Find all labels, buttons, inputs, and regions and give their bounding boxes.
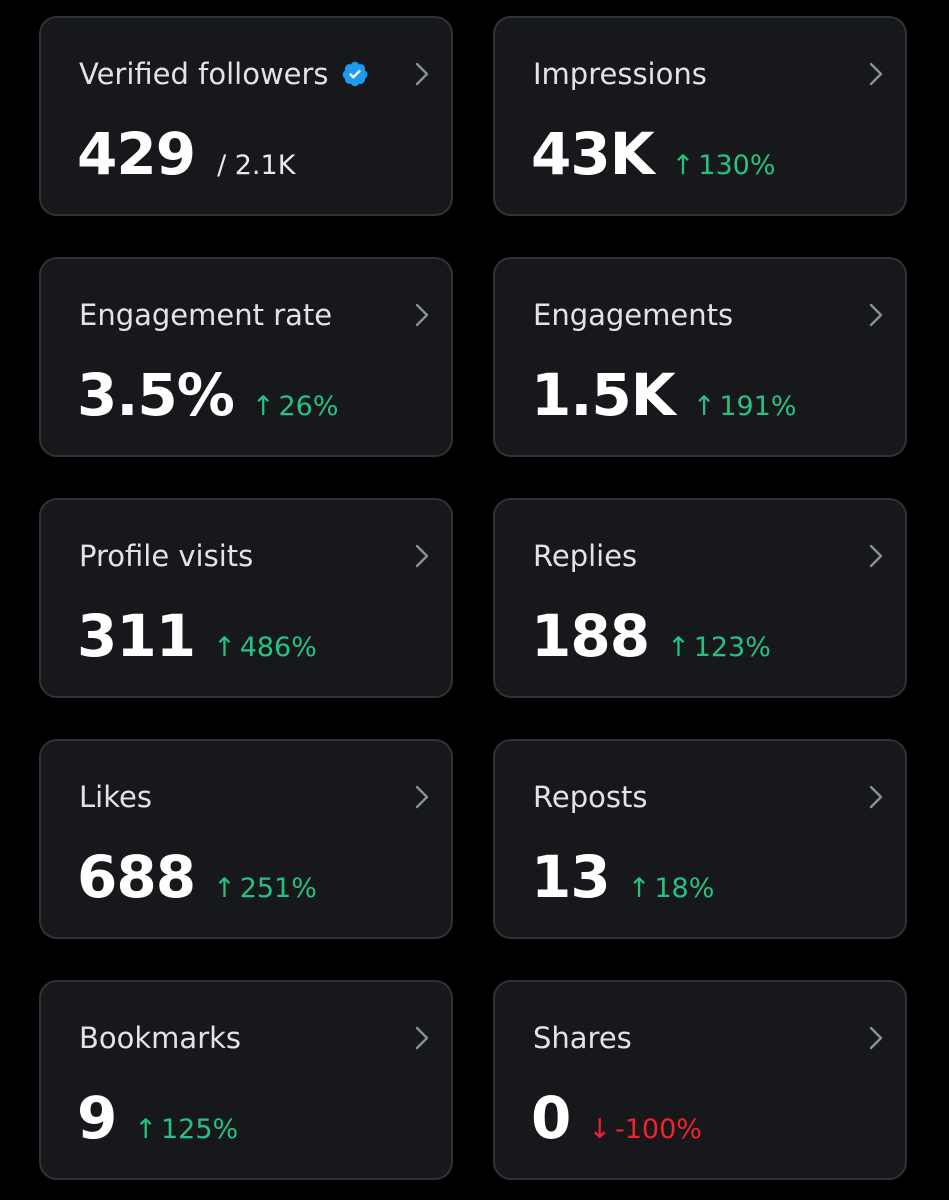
card-title: Verified followers — [79, 56, 369, 92]
card-value: 1.5K — [531, 361, 676, 429]
card-value-row: 1.5K ↑ 191% — [531, 363, 797, 427]
chevron-right-icon[interactable] — [411, 542, 433, 570]
change-indicator: ↑ 486% — [213, 632, 317, 663]
card-title: Engagement rate — [79, 297, 332, 333]
chevron-right-icon[interactable] — [865, 783, 887, 811]
card-label: Verified followers — [79, 57, 329, 91]
arrow-up-icon: ↑ — [213, 632, 236, 663]
change-indicator: ↑ 251% — [213, 873, 317, 904]
verified-badge-icon — [342, 61, 367, 87]
card-sub-value: / 2.1K — [217, 150, 296, 181]
chevron-right-icon[interactable] — [865, 301, 887, 329]
card-replies[interactable]: Replies 188 ↑ 123% — [493, 498, 907, 698]
card-label: Replies — [533, 539, 638, 573]
change-indicator: ↓ -100% — [588, 1114, 702, 1145]
card-title: Profile visits — [79, 538, 253, 574]
card-profile-visits[interactable]: Profile visits 311 ↑ 486% — [39, 498, 453, 698]
card-value: 311 — [77, 602, 196, 670]
card-verified-followers[interactable]: Verified followers 429 / 2.1K — [39, 16, 453, 216]
card-label: Bookmarks — [79, 1021, 242, 1055]
card-label: Engagements — [533, 298, 734, 332]
card-value-row: 0 ↓ -100% — [531, 1086, 702, 1150]
change-percent: 125% — [160, 1114, 239, 1145]
change-percent: -100% — [614, 1114, 702, 1145]
card-value: 13 — [531, 843, 611, 911]
card-reposts[interactable]: Reposts 13 ↑ 18% — [493, 739, 907, 939]
change-percent: 251% — [239, 873, 317, 904]
card-bookmarks[interactable]: Bookmarks 9 ↑ 125% — [39, 980, 453, 1180]
card-value-row: 13 ↑ 18% — [531, 845, 714, 909]
card-engagements[interactable]: Engagements 1.5K ↑ 191% — [493, 257, 907, 457]
card-value: 43K — [531, 120, 655, 188]
card-value-row: 3.5% ↑ 26% — [77, 363, 339, 427]
change-indicator: ↑ 18% — [628, 873, 715, 904]
card-value-row: 688 ↑ 251% — [77, 845, 317, 909]
card-label: Engagement rate — [79, 298, 333, 332]
card-title: Engagements — [533, 297, 733, 333]
card-label: Impressions — [533, 57, 707, 91]
card-value-row: 429 / 2.1K — [77, 122, 295, 186]
card-title: Shares — [533, 1020, 632, 1056]
change-percent: 26% — [278, 391, 339, 422]
change-percent: 123% — [693, 632, 771, 663]
change-indicator: ↑ 191% — [693, 391, 797, 422]
arrow-down-icon: ↓ — [588, 1114, 611, 1145]
change-percent: 18% — [654, 873, 715, 904]
chevron-right-icon[interactable] — [865, 542, 887, 570]
card-label: Likes — [79, 780, 152, 814]
card-value-row: 9 ↑ 125% — [77, 1086, 238, 1150]
card-title: Bookmarks — [79, 1020, 241, 1056]
change-indicator: ↑ 26% — [252, 391, 339, 422]
arrow-up-icon: ↑ — [251, 391, 275, 422]
card-value-row: 311 ↑ 486% — [77, 604, 317, 668]
card-label: Reposts — [533, 780, 648, 814]
card-impressions[interactable]: Impressions 43K ↑ 130% — [493, 16, 907, 216]
change-indicator: ↑ 123% — [667, 632, 771, 663]
card-value-row: 188 ↑ 123% — [531, 604, 771, 668]
arrow-up-icon: ↑ — [627, 873, 651, 904]
chevron-right-icon[interactable] — [411, 60, 433, 88]
card-title: Replies — [533, 538, 637, 574]
change-percent: 191% — [719, 391, 797, 422]
card-value: 9 — [77, 1084, 117, 1152]
card-value: 3.5% — [77, 361, 235, 429]
card-value: 188 — [531, 602, 650, 670]
chevron-right-icon[interactable] — [411, 301, 433, 329]
arrow-up-icon: ↑ — [692, 391, 716, 422]
card-value: 429 — [77, 120, 196, 188]
chevron-right-icon[interactable] — [865, 60, 887, 88]
card-title: Likes — [79, 779, 152, 815]
change-percent: 130% — [698, 150, 776, 181]
card-title: Reposts — [533, 779, 647, 815]
card-shares[interactable]: Shares 0 ↓ -100% — [493, 980, 907, 1180]
arrow-up-icon: ↑ — [134, 1114, 157, 1145]
card-value-row: 43K ↑ 130% — [531, 122, 776, 186]
arrow-up-icon: ↑ — [667, 632, 690, 663]
card-title: Impressions — [533, 56, 707, 92]
chevron-right-icon[interactable] — [411, 783, 433, 811]
arrow-up-icon: ↑ — [213, 873, 236, 904]
change-percent: 486% — [239, 632, 317, 663]
card-value: 688 — [77, 843, 196, 911]
chevron-right-icon[interactable] — [865, 1024, 887, 1052]
change-indicator: ↑ 130% — [672, 150, 776, 181]
card-likes[interactable]: Likes 688 ↑ 251% — [39, 739, 453, 939]
chevron-right-icon[interactable] — [411, 1024, 433, 1052]
card-label: Profile visits — [79, 539, 254, 573]
arrow-up-icon: ↑ — [671, 150, 695, 181]
change-indicator: ↑ 125% — [134, 1114, 238, 1145]
card-value: 0 — [531, 1084, 571, 1152]
card-engagement-rate[interactable]: Engagement rate 3.5% ↑ 26% — [39, 257, 453, 457]
card-label: Shares — [533, 1021, 632, 1055]
